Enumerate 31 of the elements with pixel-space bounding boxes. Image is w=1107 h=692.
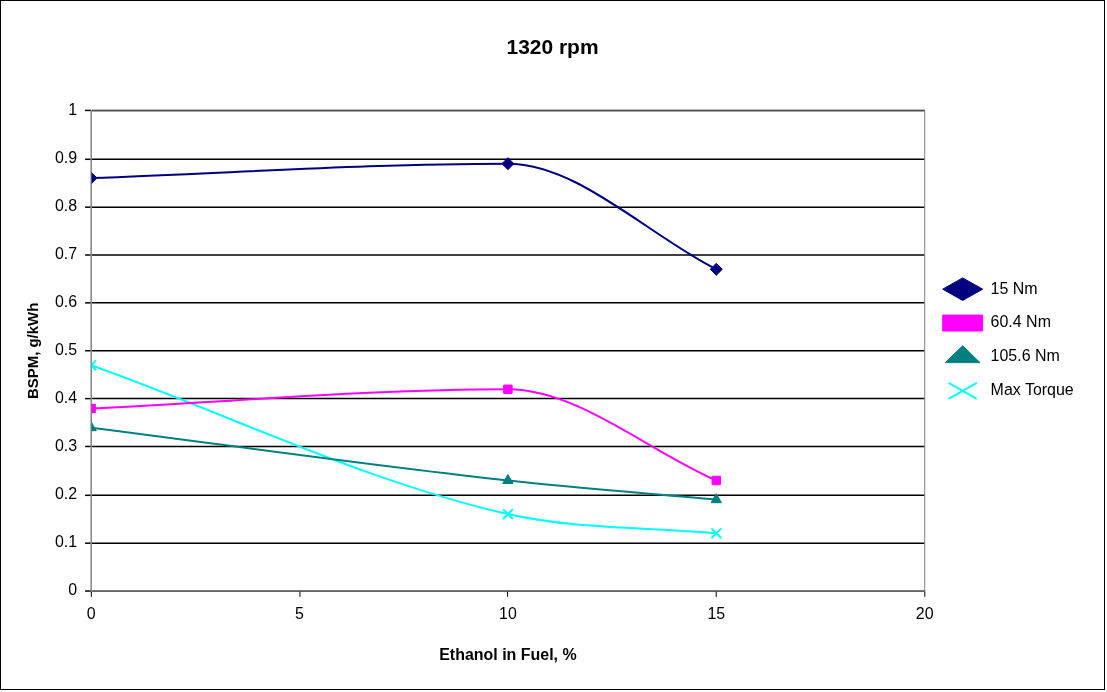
y-tick-label: 0.3 (54, 437, 78, 455)
point (710, 527, 723, 540)
y-tick-label: 1 (68, 101, 78, 119)
x-tick-label: 15 (707, 604, 726, 622)
point (709, 262, 723, 276)
x-tick-label: 20 (915, 604, 934, 622)
x-axis-title: Ethanol in Fuel, % (439, 645, 577, 663)
y-tick-label: 0.2 (54, 485, 78, 503)
point (710, 493, 722, 504)
x-tick-label: 5 (295, 604, 305, 622)
legend-label: Max Torque (990, 381, 1074, 399)
chart-title: 1320 rpm (506, 35, 599, 59)
legend-label: 15 Nm (990, 279, 1038, 297)
point (711, 475, 722, 486)
point (502, 474, 514, 484)
legend-label: 60.4 Nm (990, 313, 1051, 331)
x-tick-label: 0 (86, 604, 96, 622)
y-axis-title: BSPM, g/kWh (24, 302, 42, 400)
legend-label: 105.6 Nm (990, 347, 1060, 365)
point (501, 157, 515, 171)
y-tick-label: 0 (68, 581, 78, 599)
y-tick-label: 0.7 (54, 245, 78, 263)
x-tick-label: 10 (499, 604, 517, 622)
y-tick-label: 0.4 (54, 389, 78, 407)
y-tick-label: 0.9 (54, 149, 78, 167)
y-tick-label: 0.8 (54, 197, 78, 215)
y-tick-label: 0.6 (54, 293, 78, 311)
point (503, 384, 513, 395)
y-tick-label: 0.1 (54, 533, 78, 551)
point (501, 508, 514, 521)
y-tick-label: 0.5 (54, 341, 78, 359)
